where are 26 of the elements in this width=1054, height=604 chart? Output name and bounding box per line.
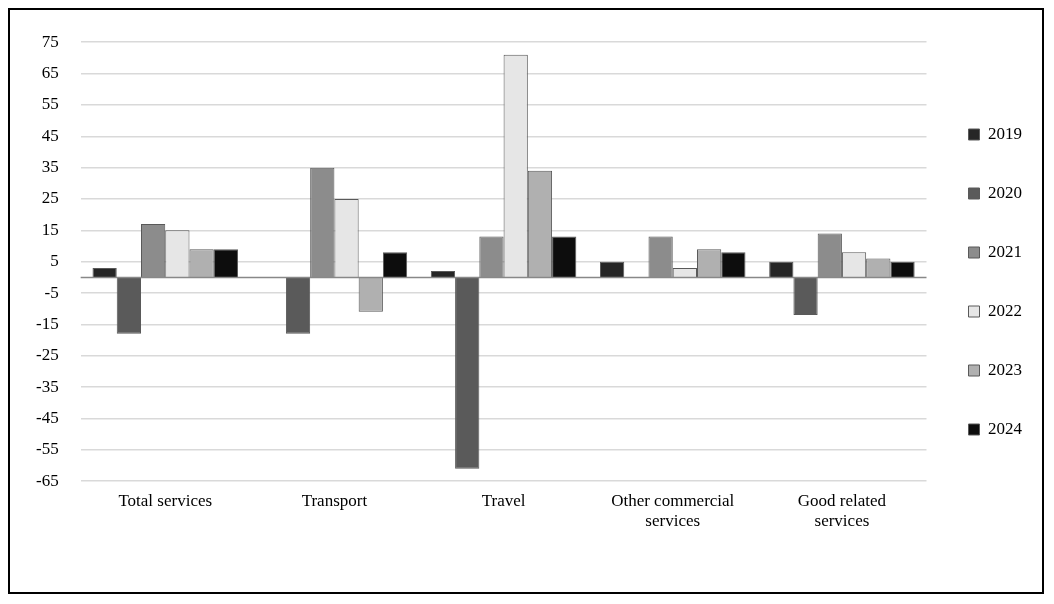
- y-tick-label: 35: [41, 157, 59, 177]
- y-tick-label: -65: [35, 470, 59, 490]
- y-tick-label: -5: [44, 282, 59, 302]
- y-tick-label: -35: [35, 376, 59, 396]
- legend-label: 2023: [988, 359, 1022, 379]
- x-tick-label: Good related services: [797, 490, 887, 531]
- legend-label: 2021: [988, 241, 1022, 261]
- y-tick-label: -45: [35, 407, 59, 427]
- legend-label: 2022: [988, 300, 1022, 320]
- x-tick-label: Other commercial services: [611, 490, 735, 531]
- legend-label: 2024: [988, 418, 1023, 438]
- legend-label: 2020: [988, 182, 1022, 202]
- y-tick-label: 15: [41, 219, 59, 239]
- x-tick-label: Travel: [481, 490, 526, 510]
- y-tick-label: -25: [35, 345, 59, 365]
- y-tick-label: -15: [35, 313, 59, 333]
- x-tick-label: Transport: [301, 490, 368, 510]
- y-tick-label: -55: [35, 439, 59, 459]
- y-tick-label: 45: [41, 125, 59, 145]
- x-tick-label: Total services: [118, 490, 213, 510]
- y-tick-label: 65: [41, 63, 59, 83]
- y-tick-label: 75: [41, 31, 59, 51]
- y-tick-label: 55: [41, 94, 59, 114]
- y-tick-label: 5: [50, 251, 59, 271]
- legend-label: 2019: [988, 123, 1022, 143]
- y-tick-label: 25: [41, 188, 59, 208]
